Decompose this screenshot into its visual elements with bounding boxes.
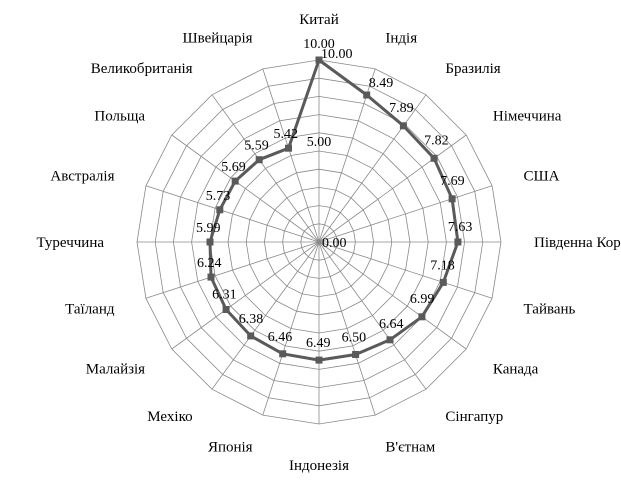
data-point xyxy=(454,238,462,246)
data-label: 8.49 xyxy=(369,76,394,91)
category-label: Індія xyxy=(385,31,417,47)
data-label: 10.00 xyxy=(321,47,353,62)
data-point xyxy=(418,313,426,321)
category-label: Польща xyxy=(94,109,145,125)
grid-layer xyxy=(136,59,502,425)
data-point xyxy=(399,122,407,130)
data-label: 6.38 xyxy=(239,312,264,327)
grid-spoke xyxy=(145,185,320,243)
data-point xyxy=(222,306,230,313)
data-label: 6.99 xyxy=(410,292,435,307)
data-label: 7.18 xyxy=(430,258,455,273)
value-labels: 10.00 8.49 7.89 7.82 7.69 7.63 7.18 6.99 6.64 6.5… xyxy=(196,47,472,351)
grid-spoke xyxy=(318,241,467,350)
data-point xyxy=(216,206,224,214)
data-label: 5.69 xyxy=(221,160,246,175)
category-labels: Китай Індія Бразилія Німеччина США Південна К… xyxy=(37,12,621,474)
data-label: 7.69 xyxy=(440,174,465,189)
grid-spoke xyxy=(171,241,320,350)
data-point xyxy=(207,273,215,281)
data-point xyxy=(448,195,456,203)
category-label: Малайзія xyxy=(86,361,145,377)
category-label: В'єтнам xyxy=(385,440,435,456)
data-point xyxy=(386,336,394,344)
data-point xyxy=(247,332,255,340)
category-label: Канада xyxy=(493,361,539,377)
data-label: 5.99 xyxy=(196,221,221,236)
category-label: Китай xyxy=(299,12,338,28)
grid-spoke xyxy=(262,241,320,416)
category-label: Швейцарія xyxy=(183,31,253,47)
grid-spoke xyxy=(318,94,427,243)
tick-label: 10.00 xyxy=(303,37,335,52)
category-label: Таїланд xyxy=(65,301,115,317)
data-label: 6.49 xyxy=(306,336,331,351)
grid-spoke xyxy=(262,68,320,243)
category-label: Сінгапур xyxy=(445,409,503,425)
category-label: Туреччина xyxy=(37,235,105,251)
grid-spoke xyxy=(211,241,320,390)
data-point xyxy=(315,56,323,64)
data-label: 6.24 xyxy=(197,256,222,271)
data-point xyxy=(285,144,292,152)
category-label: США xyxy=(524,169,560,185)
category-label: Австралія xyxy=(50,169,114,185)
data-label: 7.82 xyxy=(424,133,449,148)
data-label: 6.46 xyxy=(268,330,293,345)
data-label: 6.50 xyxy=(342,331,367,346)
category-label: Німеччина xyxy=(493,109,562,125)
data-label: 5.59 xyxy=(244,139,269,154)
data-label: 6.31 xyxy=(212,288,237,303)
data-point xyxy=(430,154,438,162)
data-point xyxy=(279,350,287,358)
category-label: Мехіко xyxy=(147,409,192,425)
grid-spoke xyxy=(318,185,493,243)
data-label: 5.73 xyxy=(206,189,231,204)
category-label: Південна Корея xyxy=(534,235,621,251)
data-point xyxy=(206,238,214,246)
grid-spoke xyxy=(318,241,427,390)
category-label: Бразилія xyxy=(445,61,500,77)
data-point xyxy=(363,91,371,99)
tick-label: 0.00 xyxy=(322,236,347,251)
data-label: 5.42 xyxy=(274,127,299,142)
grid-spoke xyxy=(211,94,320,243)
data-label: 7.89 xyxy=(389,101,414,116)
category-label: Тайвань xyxy=(524,301,576,317)
data-label: 6.64 xyxy=(379,317,404,332)
data-point xyxy=(231,177,239,185)
data-point xyxy=(315,356,323,364)
tick-labels: 0.00 5.00 10.00 xyxy=(303,37,346,251)
category-label: Великобританія xyxy=(91,61,193,77)
grid-spoke xyxy=(171,134,320,243)
data-point xyxy=(255,156,263,164)
category-label: Японія xyxy=(208,440,253,456)
data-point xyxy=(439,278,447,286)
series xyxy=(206,56,462,364)
grid-spoke xyxy=(318,241,376,416)
data-point xyxy=(352,351,360,358)
data-label: 7.63 xyxy=(448,220,473,235)
tick-label: 5.00 xyxy=(307,135,332,150)
grid-spoke xyxy=(318,134,467,243)
category-label: Індонезія xyxy=(289,458,349,474)
grid-spoke xyxy=(145,241,320,299)
grid-spoke xyxy=(318,241,493,299)
